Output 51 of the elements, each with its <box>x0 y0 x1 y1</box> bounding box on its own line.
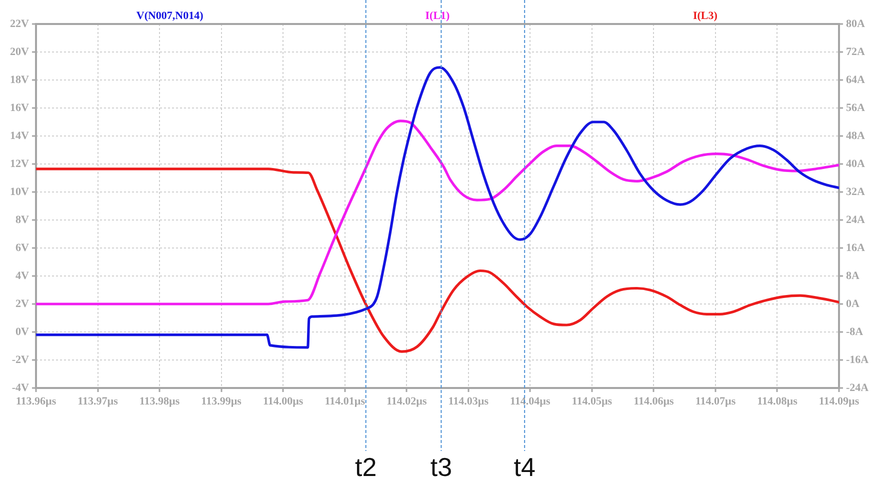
y-tick-label: 22V <box>10 18 30 30</box>
y-tick-label: 18V <box>10 74 30 86</box>
text: V(N007,N014) <box>136 10 204 22</box>
line-series <box>36 120 839 306</box>
x-tick-label: 114.01µs <box>324 395 366 408</box>
y2-tick-label: 80A <box>846 18 865 30</box>
y-tick-label: 4V <box>16 270 30 282</box>
y2-tick-label: 40A <box>846 158 865 170</box>
y2-tick-label: 64A <box>846 74 865 86</box>
x-tick-label: 114.06µs <box>634 395 675 408</box>
x-tick-label: 114.00µs <box>262 395 304 408</box>
y2-tick-label: 24A <box>846 214 865 226</box>
text: I(L1) <box>425 10 450 22</box>
y-tick-label: 0V <box>16 326 30 338</box>
y-tick-label: 8V <box>16 214 30 226</box>
x-tick-label: 114.08µs <box>757 395 798 408</box>
y2-tick-label: 56A <box>846 102 865 114</box>
line-series <box>36 66 839 349</box>
x-tick-label: 114.02µs <box>386 395 428 408</box>
ref-line-label: t3 <box>430 452 452 482</box>
y2-tick-label: -16A <box>846 354 869 366</box>
y2-tick-label: 72A <box>846 46 865 58</box>
y2-tick-label: 48A <box>846 130 865 142</box>
x-tick-label: 114.09µs <box>818 395 860 408</box>
x-tick-label: 113.99µs <box>201 395 242 408</box>
x-tick-label: 114.03µs <box>448 395 490 408</box>
y2-tick-label: 0A <box>846 298 860 310</box>
y2-tick-label: 8A <box>846 270 860 282</box>
y-tick-label: -2V <box>12 354 30 366</box>
x-tick-label: 113.97µs <box>78 395 119 408</box>
x-tick-label: 113.98µs <box>139 395 180 408</box>
y-tick-label: 14V <box>10 130 30 142</box>
text: I(L3) <box>692 10 718 22</box>
ref-line-label: t4 <box>514 452 536 482</box>
x-tick-label: 113.96µs <box>16 395 57 408</box>
x-tick-label: 114.07µs <box>695 395 736 408</box>
line-series <box>36 168 839 353</box>
y-tick-label: 20V <box>10 46 30 58</box>
x-tick-label: 114.05µs <box>572 395 613 408</box>
y-tick-label: 12V <box>10 158 30 170</box>
y-tick-label: 6V <box>16 242 30 254</box>
y2-tick-label: 32A <box>846 186 865 198</box>
y-tick-label: -4V <box>12 382 30 394</box>
y2-tick-label: -24A <box>846 382 869 394</box>
x-tick-label: 114.04µs <box>510 395 551 408</box>
ref-line-label: t2 <box>355 452 377 482</box>
y-tick-label: 16V <box>10 102 30 114</box>
y-tick-label: 2V <box>16 298 30 310</box>
y-tick-label: 10V <box>10 186 30 198</box>
y2-tick-label: -8A <box>846 326 864 338</box>
y2-tick-label: 16A <box>846 242 865 254</box>
